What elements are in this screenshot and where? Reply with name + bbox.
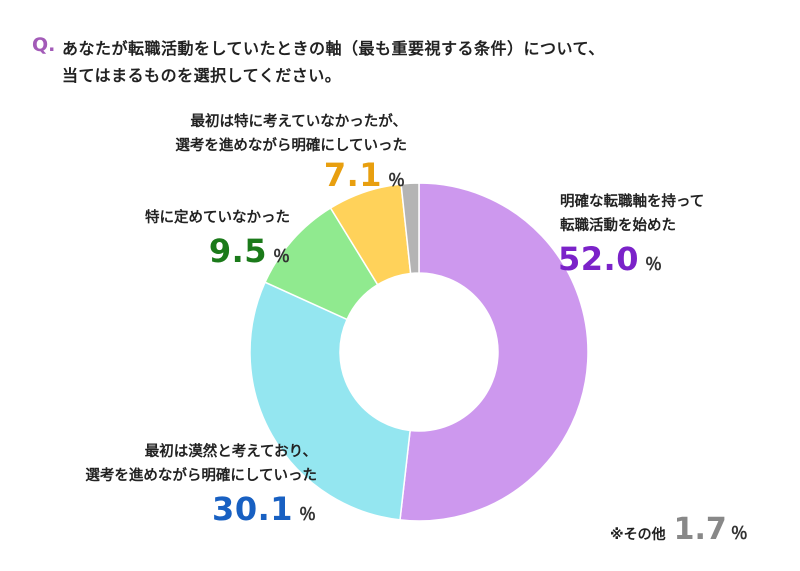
donut-slice-0 [399, 182, 589, 522]
slice-label-3-line2: 選考を進めながら明確にしていった [175, 138, 407, 154]
slice-value-1-number: 30.1 [212, 490, 293, 528]
slice-value-4-number: 1.7 [673, 512, 727, 547]
slice-label-3: 最初は特に考えていなかったが、 選考を進めながら明確にしていった [175, 110, 407, 158]
slice-value-1: 30.1 ％ [212, 490, 316, 528]
slice-label-1: 最初は漠然と考えており、 選考を進めながら明確にしていった [85, 440, 317, 488]
slice-label-4: ※その他 [610, 527, 666, 543]
slice-value-3-number: 7.1 [323, 156, 382, 194]
slice-value-0-unit: ％ [644, 255, 662, 275]
question-text-line2: 当てはまるものを選択してください。 [62, 66, 342, 85]
slice-value-0-number: 52.0 [558, 240, 639, 278]
slice-value-3-unit: ％ [388, 171, 405, 191]
slice-label-1-line1: 最初は漠然と考えており、 [144, 444, 317, 460]
question-prefix: Q. [32, 34, 56, 56]
donut-slice-4 [400, 182, 420, 275]
slice-label-0-line2: 転職活動を始めた [560, 218, 676, 234]
slice-value-0: 52.0 ％ [558, 240, 662, 278]
slice-value-2: 9.5 ％ [209, 232, 290, 270]
slice-label-2: 特に定めていなかった [145, 206, 290, 230]
question-text-line1: あなたが転職活動をしていたときの軸（最も重要視する条件）について、 [62, 39, 605, 58]
slice-value-4-unit: ％ [730, 524, 748, 544]
slice-label-0-line1: 明確な転職軸を持って [560, 194, 705, 210]
other-note: ※その他 1.7 ％ [610, 512, 748, 547]
slice-label-2-line1: 特に定めていなかった [145, 210, 290, 226]
slice-label-1-line2: 選考を進めながら明確にしていった [85, 468, 317, 484]
slice-value-1-unit: ％ [299, 505, 316, 525]
slice-value-3: 7.1 ％ [324, 156, 405, 194]
slice-label-3-line1: 最初は特に考えていなかったが、 [190, 114, 407, 130]
slice-value-2-unit: ％ [273, 247, 290, 267]
slice-label-0: 明確な転職軸を持って 転職活動を始めた [560, 190, 704, 238]
donut-slice-1 [249, 281, 411, 521]
slice-value-2-number: 9.5 [208, 232, 267, 270]
